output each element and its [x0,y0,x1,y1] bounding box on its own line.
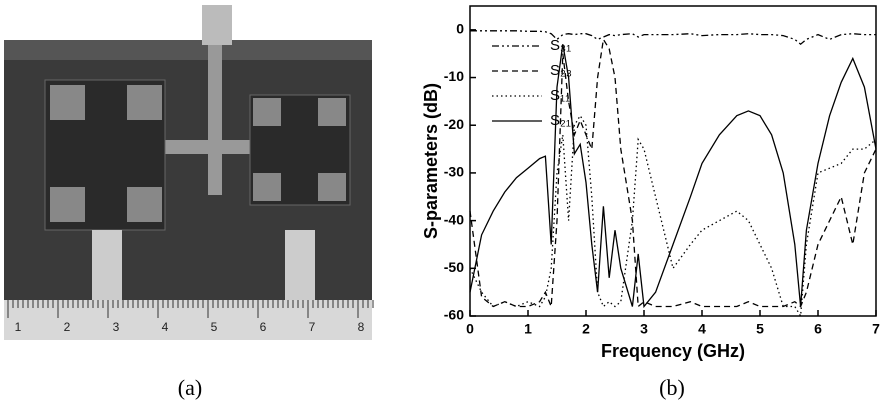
photo: 1 2 3 4 5 6 7 8 [4,5,374,340]
feed-line [208,45,222,195]
patch [318,98,346,126]
ruler-label: 6 [260,320,267,334]
legend-label: S₃₁ [550,37,571,54]
chart: -60 -50 -40 -30 -20 -10 0 0 1 2 3 4 5 6 7 Frequency (GH… [421,5,880,361]
caption: (a) [178,375,202,400]
connector-top [202,5,232,45]
ruler-label: 7 [309,320,316,334]
patch [127,85,162,120]
x-tick-label: 1 [524,321,532,337]
x-tick-label: 5 [756,321,764,337]
x-tick-label: 7 [872,321,880,337]
series-line [469,37,877,308]
patch [253,98,281,126]
patch [253,173,281,201]
ruler-label: 4 [162,320,169,334]
ruler-label: 3 [113,320,120,334]
x-tick-label: 6 [814,321,822,337]
series-line [469,44,877,309]
y-tick-label: -20 [444,116,464,132]
legend-label: S₂₁ [550,112,571,129]
x-tick-label: 3 [640,321,648,337]
series-line [469,114,877,319]
x-tick-label: 2 [582,321,590,337]
y-tick-label: -30 [444,164,464,180]
y-axis-label: S-parameters (dB) [421,83,441,239]
ruler-label: 5 [211,320,218,334]
plot-frame [469,5,877,317]
x-tick-label: 0 [466,321,474,337]
connector-right [285,230,315,300]
ruler-label: 1 [15,320,22,334]
patch [50,85,85,120]
y-tick-label: -60 [444,307,464,323]
t-junction [160,140,270,154]
board-edge [4,40,372,60]
x-tick-label: 4 [698,321,706,337]
ruler-ticks: 1 2 3 4 5 6 7 8 [7,300,374,334]
y-tick-label: 0 [456,21,464,37]
x-axis-label: Frequency (GHz) [601,341,745,361]
ruler-label: 2 [64,320,71,334]
legend-label: S₁₁ [550,87,570,104]
y-tick-label: -50 [444,259,464,275]
patch [50,187,85,222]
patch [318,173,346,201]
connector-left [92,230,122,300]
patch [127,187,162,222]
y-tick-label: -10 [444,68,464,84]
y-tick-label: -40 [444,211,464,227]
caption: (b) [659,375,685,400]
series-line [470,30,876,46]
ruler-label: 8 [358,320,365,334]
